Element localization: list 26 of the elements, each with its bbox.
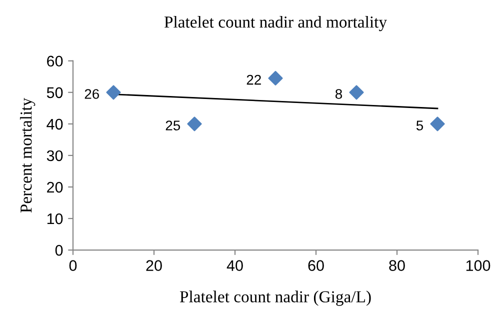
x-tick-label: 20 [146, 260, 162, 271]
point [106, 85, 121, 100]
point [187, 116, 202, 132]
y-tick-label: 40 [46, 118, 63, 130]
y-axis-title: Percent mortality [20, 98, 36, 213]
point [349, 85, 364, 100]
chart-title: Platelet count nadir and mortality [164, 16, 387, 32]
annotation: 8 [335, 89, 342, 99]
y-tick-label: 0 [55, 244, 63, 256]
point [268, 70, 283, 86]
x-tick-label: 80 [389, 260, 405, 271]
x-tick-label: 40 [226, 260, 243, 271]
y-tick-label: 50 [46, 87, 63, 98]
annotation: 25 [166, 120, 180, 130]
x-axis-title: Platelet count nadir (Giga/L) [180, 290, 371, 306]
y-tick-label: 60 [47, 56, 63, 67]
annotation: 22 [246, 74, 261, 85]
x-tick-label: 0 [69, 260, 77, 271]
annotation: 26 [84, 89, 99, 99]
point [430, 116, 445, 132]
y-tick-label: 30 [46, 150, 63, 162]
x-tick-label: 100 [466, 260, 490, 271]
y-tick-label: 10 [47, 213, 63, 224]
y-tick-label: 20 [47, 182, 63, 193]
annotation: 5 [416, 120, 424, 130]
x-tick-label: 60 [308, 260, 324, 271]
